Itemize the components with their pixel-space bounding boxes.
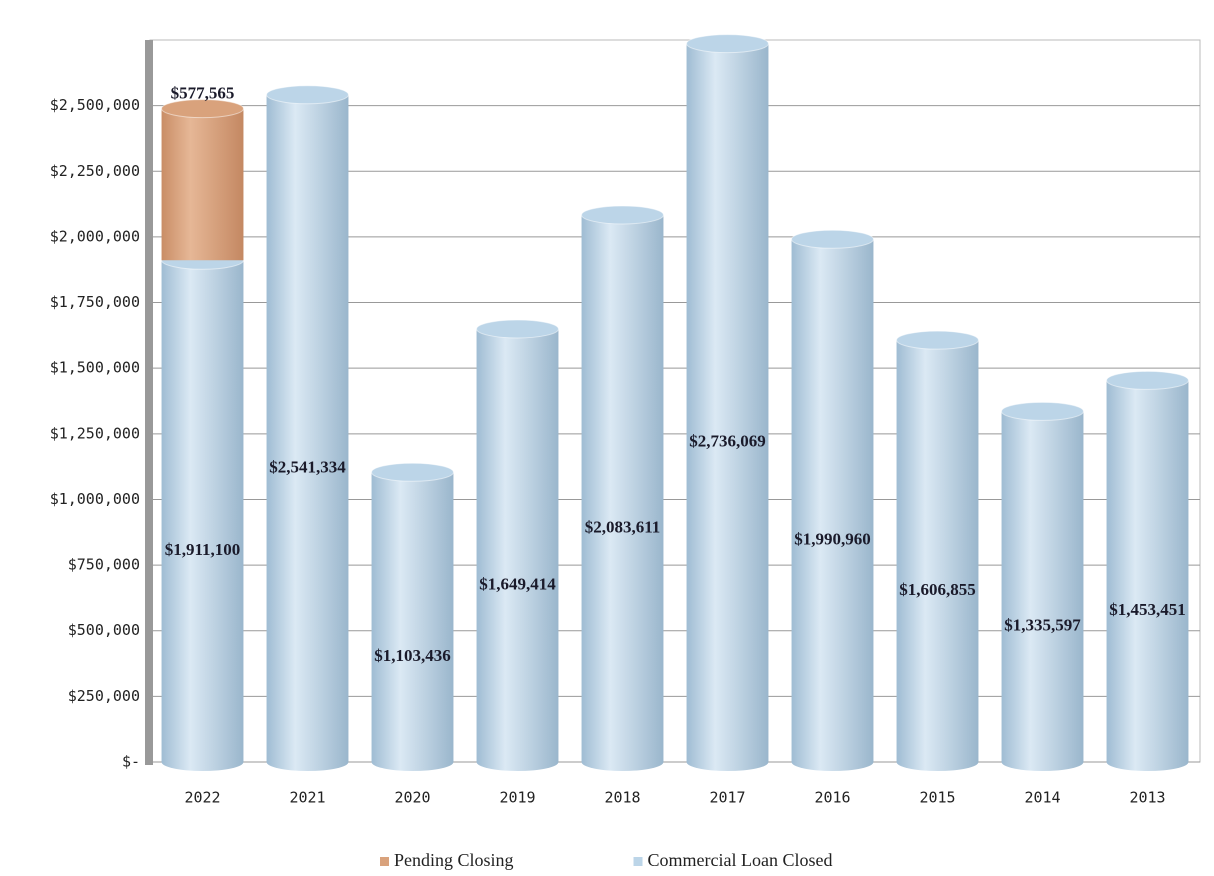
bar-cap: [581, 205, 664, 225]
bar: [476, 328, 559, 762]
bar-base: [686, 753, 769, 771]
x-tick-label: 2016: [814, 789, 850, 807]
bar: [1106, 380, 1189, 762]
bar-base: [161, 753, 244, 771]
bar: [1001, 411, 1084, 762]
bar-base: [791, 753, 874, 771]
y-tick-label: $2,000,000: [50, 227, 140, 245]
bar: [686, 43, 769, 762]
y-tick-label: $1,500,000: [50, 359, 140, 377]
bar-cap: [896, 330, 979, 350]
bar: [161, 260, 244, 762]
value-label: $2,083,611: [585, 517, 661, 536]
bar-base: [1106, 753, 1189, 771]
bar-base: [266, 753, 349, 771]
bar-cap: [161, 99, 244, 119]
x-tick-label: 2017: [709, 789, 745, 807]
bar-cap: [1106, 370, 1189, 390]
side-wall: [145, 40, 153, 765]
value-label: $1,911,100: [165, 540, 241, 559]
bar: [581, 214, 664, 762]
x-tick-label: 2020: [394, 789, 430, 807]
y-tick-label: $250,000: [68, 687, 140, 705]
y-tick-label: $1,250,000: [50, 424, 140, 442]
y-tick-label: $1,750,000: [50, 293, 140, 311]
value-label: $1,606,855: [899, 580, 976, 599]
bar: [266, 94, 349, 763]
bar-cap: [1001, 401, 1084, 421]
value-label: $1,103,436: [374, 646, 451, 665]
bar-cap: [686, 34, 769, 54]
value-label: $577,565: [171, 84, 235, 103]
value-label: $1,649,414: [479, 574, 556, 593]
x-tick-label: 2019: [499, 789, 535, 807]
bar: [791, 239, 874, 763]
bar-cap: [476, 319, 559, 339]
bar-cap: [371, 462, 454, 482]
bar: [371, 472, 454, 762]
bar-base: [1001, 753, 1084, 771]
legend-label: Commercial Loan Closed: [648, 850, 833, 870]
legend-label: Pending Closing: [394, 850, 514, 870]
x-tick-label: 2021: [289, 789, 325, 807]
bar-cap: [791, 229, 874, 249]
y-tick-label: $500,000: [68, 621, 140, 639]
value-label: $2,541,334: [269, 457, 346, 476]
value-label: $1,335,597: [1004, 616, 1081, 635]
bar-base: [896, 753, 979, 771]
x-tick-label: 2022: [184, 789, 220, 807]
legend-swatch: [633, 857, 643, 866]
bar: [161, 108, 244, 261]
x-tick-label: 2014: [1024, 789, 1060, 807]
bar-base: [476, 753, 559, 771]
bar-base: [371, 753, 454, 771]
bar: [896, 340, 979, 762]
y-tick-label: $1,000,000: [50, 490, 140, 508]
x-tick-label: 2015: [919, 789, 955, 807]
x-tick-label: 2013: [1129, 789, 1165, 807]
bar-cap: [266, 85, 349, 105]
y-tick-label: $2,500,000: [50, 96, 140, 114]
y-tick-label: $2,250,000: [50, 162, 140, 180]
value-label: $1,990,960: [794, 530, 871, 549]
y-tick-label: $750,000: [68, 556, 140, 574]
bar-base: [581, 753, 664, 771]
x-tick-label: 2018: [604, 789, 640, 807]
y-tick-label: $-: [122, 753, 140, 771]
legend-swatch: [380, 857, 389, 866]
value-label: $2,736,069: [689, 432, 766, 451]
value-label: $1,453,451: [1109, 600, 1186, 619]
